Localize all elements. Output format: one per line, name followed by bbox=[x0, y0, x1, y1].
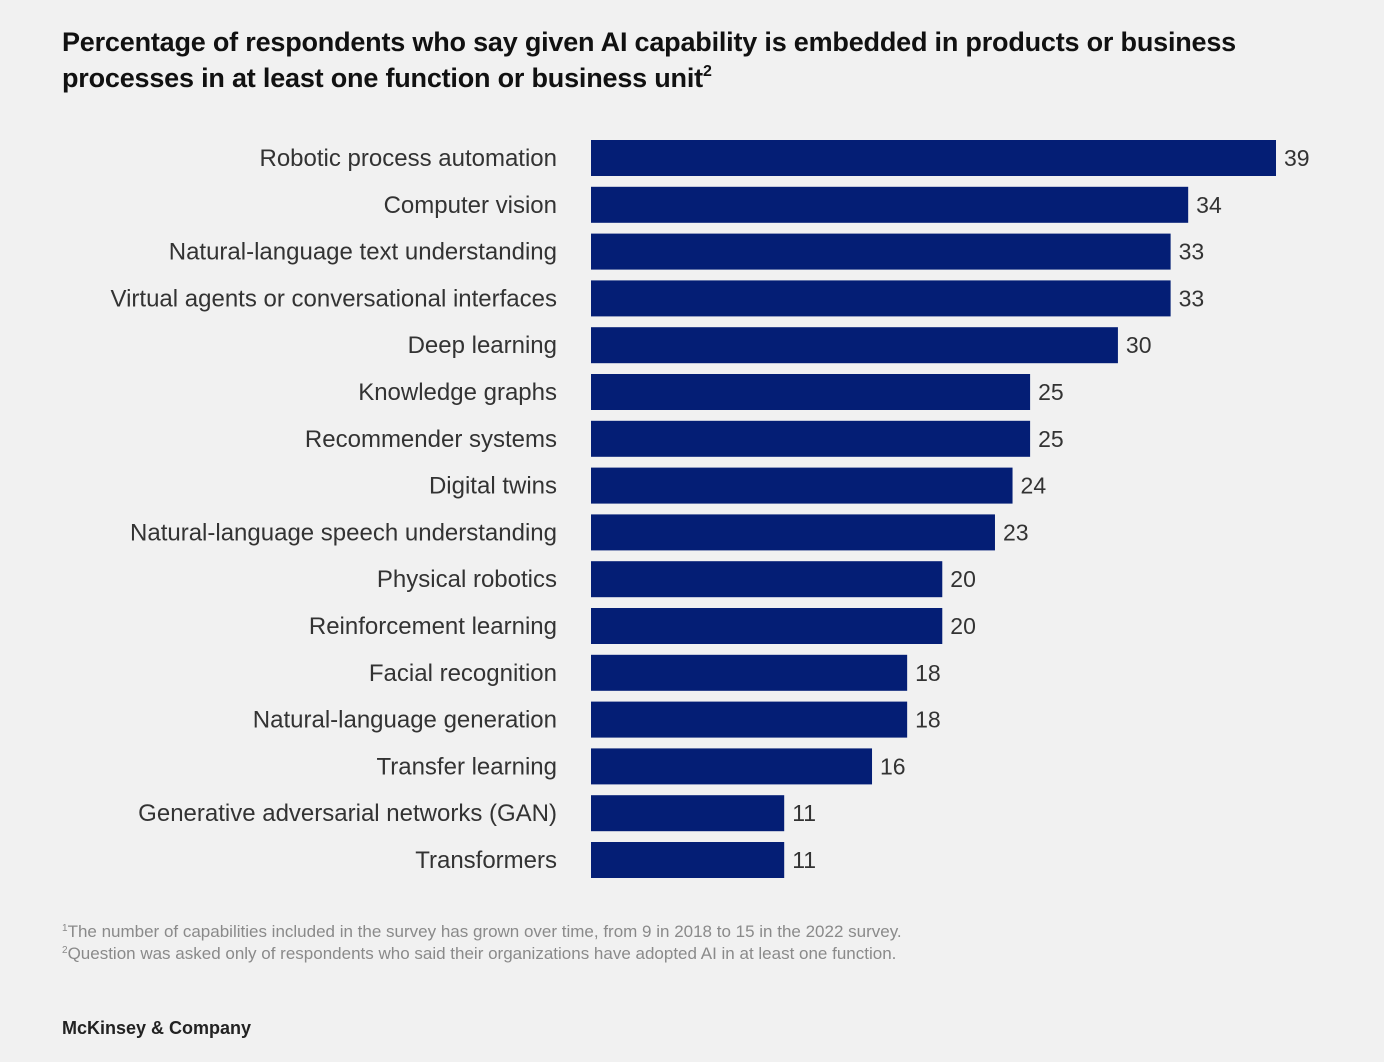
brand-logo-text: McKinsey & Company bbox=[62, 1018, 252, 1038]
value-label: 18 bbox=[915, 660, 941, 686]
bar-group: Virtual agents or conversational interfa… bbox=[111, 280, 1205, 317]
value-label: 33 bbox=[1179, 239, 1205, 265]
value-label: 24 bbox=[1021, 473, 1047, 499]
footnote-1-marker: 1 bbox=[62, 923, 68, 934]
bar-group: Natural-language text understanding 33 bbox=[169, 233, 1205, 270]
footnote-2-text: Question was asked only of respondents w… bbox=[67, 944, 897, 963]
bar bbox=[591, 654, 908, 691]
bar bbox=[591, 795, 785, 832]
bar bbox=[591, 842, 785, 878]
bar bbox=[591, 327, 1118, 364]
category-label: Robotic process automation bbox=[260, 145, 558, 172]
title-footnote-marker: 2 bbox=[702, 63, 712, 80]
footnote-1-text: The number of capabilities included in t… bbox=[67, 922, 902, 941]
category-label: Natural-language speech understanding bbox=[130, 519, 557, 546]
category-label: Digital twins bbox=[429, 473, 557, 500]
category-label: Facial recognition bbox=[369, 660, 557, 687]
bar-group: Generative adversarial networks (GAN) 11 bbox=[138, 795, 816, 832]
category-label: Deep learning bbox=[408, 332, 557, 359]
bar-group: Physical robotics 20 bbox=[377, 561, 976, 598]
bar-group: Knowledge graphs 25 bbox=[358, 374, 1064, 410]
category-label: Computer vision bbox=[384, 192, 557, 219]
bar-group: Transfer learning 16 bbox=[376, 748, 906, 785]
category-label: Knowledge graphs bbox=[358, 379, 557, 406]
bar-group: Recommender systems 25 bbox=[305, 420, 1064, 457]
bar-group: Natural-language speech understanding 23 bbox=[130, 514, 1029, 551]
value-label: 20 bbox=[950, 566, 976, 592]
bar bbox=[591, 374, 1031, 410]
category-label: Generative adversarial networks (GAN) bbox=[138, 800, 557, 827]
footnote-2: 2Question was asked only of respondents … bbox=[62, 943, 902, 965]
value-label: 11 bbox=[792, 847, 816, 873]
bar-group: Digital twins 24 bbox=[429, 467, 1047, 504]
value-label: 25 bbox=[1038, 379, 1064, 405]
value-label: 16 bbox=[880, 753, 906, 779]
bar bbox=[591, 467, 1013, 504]
bar bbox=[591, 748, 873, 785]
bar bbox=[591, 561, 943, 598]
chart-title-text: Percentage of respondents who say given … bbox=[62, 27, 1236, 93]
bar bbox=[591, 233, 1171, 270]
chart-title: Percentage of respondents who say given … bbox=[62, 24, 1312, 96]
bar bbox=[591, 280, 1171, 317]
value-label: 30 bbox=[1126, 332, 1152, 358]
value-label: 33 bbox=[1179, 285, 1205, 311]
category-label: Natural-language text understanding bbox=[169, 239, 557, 266]
category-label: Transfer learning bbox=[376, 753, 557, 780]
value-label: 18 bbox=[915, 707, 941, 733]
category-label: Virtual agents or conversational interfa… bbox=[111, 285, 557, 312]
category-label: Recommender systems bbox=[305, 426, 557, 453]
footnotes: 1The number of capabilities included in … bbox=[62, 921, 902, 965]
bar bbox=[591, 186, 1189, 223]
value-label: 39 bbox=[1284, 145, 1310, 171]
bar-group: Natural-language generation 18 bbox=[253, 701, 941, 738]
bar-group: Transformers 11 bbox=[415, 842, 816, 878]
value-label: 11 bbox=[792, 800, 816, 826]
category-label: Reinforcement learning bbox=[309, 613, 557, 640]
category-label: Physical robotics bbox=[377, 566, 557, 593]
bar bbox=[591, 608, 943, 644]
footnote-2-marker: 2 bbox=[62, 945, 68, 956]
bar-group: Reinforcement learning 20 bbox=[309, 608, 976, 644]
bar bbox=[591, 514, 995, 551]
bar-group: Computer vision 34 bbox=[384, 186, 1222, 223]
value-label: 20 bbox=[950, 613, 976, 639]
bar-group: Facial recognition 18 bbox=[369, 654, 941, 691]
bar-group: Robotic process automation 39 bbox=[260, 140, 1310, 176]
category-label: Natural-language generation bbox=[253, 707, 557, 734]
bar bbox=[591, 701, 908, 738]
value-label: 34 bbox=[1196, 192, 1222, 218]
value-label: 23 bbox=[1003, 519, 1029, 545]
bar bbox=[591, 140, 1276, 176]
bar-chart: Robotic process automation 39 Computer vis… bbox=[111, 140, 1310, 878]
value-label: 25 bbox=[1038, 426, 1064, 452]
bar-group: Deep learning 30 bbox=[408, 327, 1152, 364]
footnote-1: 1The number of capabilities included in … bbox=[62, 921, 902, 943]
category-label: Transformers bbox=[415, 847, 557, 874]
bar bbox=[591, 420, 1031, 457]
